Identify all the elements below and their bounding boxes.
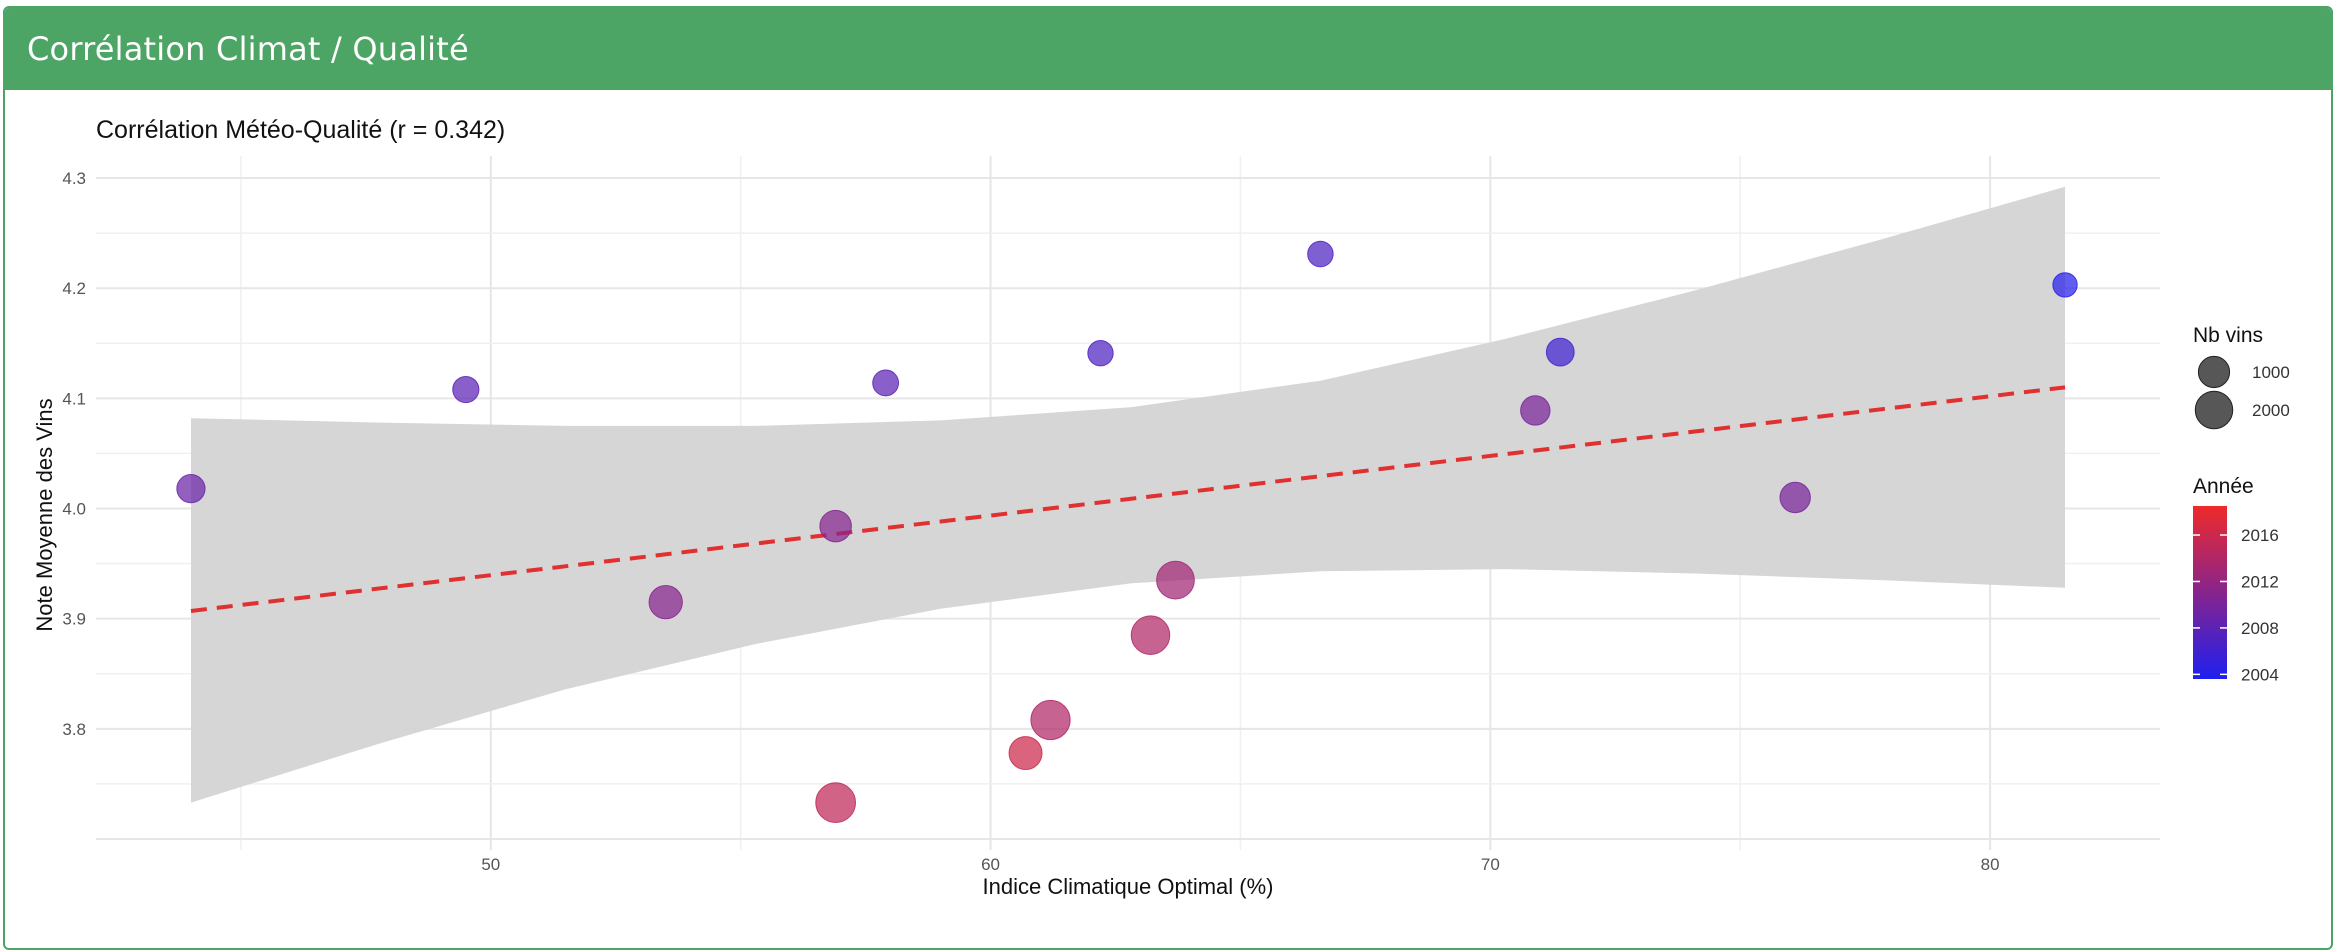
data-point [1008, 736, 1043, 771]
trend-line [190, 385, 2066, 613]
legend-size-label: 2000 [2252, 401, 2290, 420]
color-legend-label: 2008 [2241, 619, 2279, 638]
trend-line-segment [190, 385, 2066, 613]
data-point [1545, 337, 1575, 367]
color-legend-label: 2012 [2241, 572, 2279, 591]
data-point [648, 584, 683, 620]
legend-color-title: Année [2193, 475, 2254, 498]
data-point [1307, 240, 1334, 268]
data-point [1520, 395, 1551, 426]
data-point [1087, 340, 1114, 367]
color-bar [2193, 506, 2227, 679]
data-point [176, 474, 206, 504]
y-tick-label: 4.1 [62, 389, 86, 408]
x-tick-label: 70 [1481, 855, 1500, 874]
y-tick-label: 3.8 [62, 720, 86, 739]
legend-size-label: 1000 [2252, 363, 2290, 382]
scatter-chart: Corrélation Météo-Qualité (r = 0.342) 50… [32, 116, 2290, 899]
color-legend-label: 2004 [2241, 665, 2279, 684]
y-tick-label: 3.9 [62, 610, 86, 629]
data-point [815, 782, 857, 824]
legend-size-symbol [2194, 390, 2234, 430]
data-point [1130, 615, 1171, 655]
color-legend-label: 2016 [2241, 526, 2279, 545]
data-point [872, 369, 900, 397]
data-point [819, 509, 852, 543]
legend-size-title: Nb vins [2193, 324, 2263, 347]
legend-size-symbol [2197, 355, 2231, 389]
y-tick-label: 4.3 [62, 169, 86, 188]
data-point [1779, 481, 1811, 514]
x-axis-label: Indice Climatique Optimal (%) [983, 874, 1274, 899]
panel-header: Corrélation Climat / Qualité [5, 8, 2331, 90]
y-tick-label: 4.2 [62, 279, 86, 298]
data-points [176, 240, 2078, 824]
x-tick-label: 50 [481, 855, 500, 874]
data-point [1030, 699, 1071, 741]
legend-color: Année 2004 2008 2012 2016 [2193, 475, 2279, 684]
data-point [2052, 272, 2078, 298]
confidence-band [191, 186, 2065, 803]
y-tick-label: 4.0 [62, 500, 86, 519]
chart-title: Corrélation Météo-Qualité (r = 0.342) [96, 116, 505, 144]
legend-size: Nb vins 1000 2000 [2193, 324, 2290, 430]
y-axis-label: Note Moyenne des Vins [32, 398, 57, 631]
x-axis-ticks: 50 60 70 80 [481, 855, 1999, 874]
data-point [452, 375, 480, 404]
panel-title: Corrélation Climat / Qualité [27, 30, 469, 68]
y-axis-ticks: 3.8 3.9 4.0 4.1 4.2 4.3 [62, 169, 86, 739]
confidence-band-area [191, 186, 2065, 803]
data-point [1156, 560, 1195, 600]
x-tick-label: 80 [1981, 855, 2000, 874]
x-tick-label: 60 [981, 855, 1000, 874]
